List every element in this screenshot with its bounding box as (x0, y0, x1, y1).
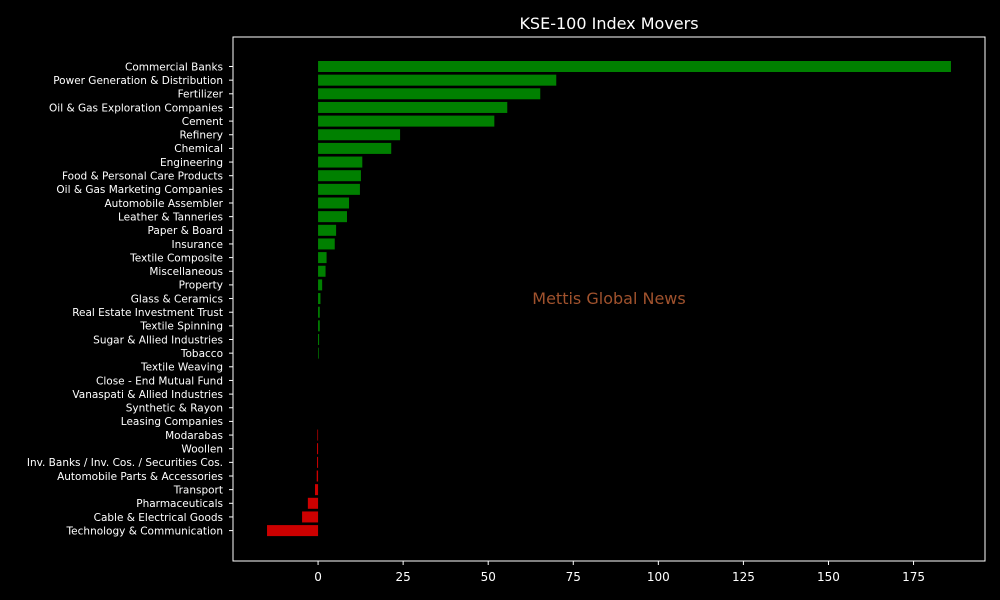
category-label: Refinery (179, 130, 223, 142)
bar (318, 334, 320, 345)
category-labels: Commercial Banks Power Generation & Distr… (27, 61, 233, 537)
bar (318, 142, 392, 154)
category-label: Textile Composite (129, 252, 223, 264)
category-label: Sugar & Allied Industries (93, 334, 223, 346)
category-label: Cement (182, 116, 223, 128)
bar (316, 470, 319, 482)
category-label: Close - End Mutual Fund (96, 375, 223, 387)
x-axis-ticks: 0 25 50 75 100 125 150 175 (314, 561, 925, 584)
category-label: Textile Spinning (139, 321, 223, 333)
bar (318, 211, 347, 223)
x-tick-label: 25 (395, 570, 410, 584)
category-label: Fertilizer (178, 89, 224, 101)
bar (317, 429, 319, 441)
bar (318, 115, 495, 127)
category-label: Inv. Banks / Inv. Cos. / Securities Cos. (27, 457, 223, 469)
category-label: Property (179, 280, 223, 292)
x-tick-label: 75 (566, 570, 581, 584)
bar (318, 88, 541, 100)
bar (318, 74, 557, 86)
category-label: Woollen (181, 444, 223, 456)
category-label: Oil & Gas Exploration Companies (49, 102, 223, 114)
bar (318, 197, 350, 209)
category-label: Textile Weaving (140, 362, 223, 374)
category-label: Glass & Ceramics (131, 293, 223, 305)
category-label: Paper & Board (148, 225, 223, 237)
bar (318, 170, 361, 182)
bar (318, 293, 321, 305)
bar (318, 129, 401, 141)
x-tick-label: 125 (732, 570, 755, 584)
bar (318, 224, 337, 236)
category-label: Commercial Banks (125, 61, 223, 73)
category-label: Automobile Assembler (105, 198, 224, 210)
category-label: Cable & Electrical Goods (94, 512, 223, 524)
category-label: Food & Personal Care Products (62, 171, 223, 183)
bar (267, 525, 319, 537)
category-label: Power Generation & Distribution (53, 75, 223, 87)
category-label: Technology & Communication (66, 525, 223, 537)
x-tick-label: 175 (902, 570, 925, 584)
category-label: Modarabas (165, 430, 223, 442)
category-label: Transport (173, 484, 223, 496)
category-label: Real Estate Investment Trust (72, 307, 223, 319)
watermark: Mettis Global News (532, 289, 685, 308)
x-tick-label: 150 (817, 570, 840, 584)
bars-group (267, 61, 951, 537)
category-label: Tobacco (180, 348, 223, 360)
x-tick-label: 50 (481, 570, 496, 584)
category-label: Insurance (171, 239, 223, 251)
bar (318, 61, 951, 72)
bar (318, 347, 319, 359)
bar (318, 306, 320, 318)
bar (307, 497, 319, 509)
category-label: Oil & Gas Marketing Companies (56, 184, 223, 196)
bar (318, 320, 320, 332)
bar (317, 443, 319, 455)
x-tick-label: 100 (647, 570, 670, 584)
bar (318, 101, 508, 113)
bar (318, 265, 326, 277)
category-label: Vanaspati & Allied Industries (72, 389, 223, 401)
category-label: Miscellaneous (149, 266, 223, 278)
chart-title: KSE-100 Index Movers (519, 14, 698, 33)
bar (318, 183, 360, 195)
category-label: Automobile Parts & Accessories (57, 471, 223, 483)
bar (318, 279, 323, 291)
category-label: Leather & Tanneries (118, 211, 223, 223)
category-label: Pharmaceuticals (136, 498, 223, 510)
category-label: Synthetic & Rayon (126, 403, 223, 415)
category-label: Chemical (174, 143, 223, 155)
bar (318, 156, 363, 168)
category-label: Engineering (160, 157, 223, 169)
bar (302, 511, 319, 523)
bar (317, 456, 319, 468)
bar (318, 252, 327, 264)
category-label: Leasing Companies (121, 416, 223, 428)
x-tick-label: 0 (314, 570, 322, 584)
bar (318, 238, 335, 250)
bar (315, 484, 319, 496)
